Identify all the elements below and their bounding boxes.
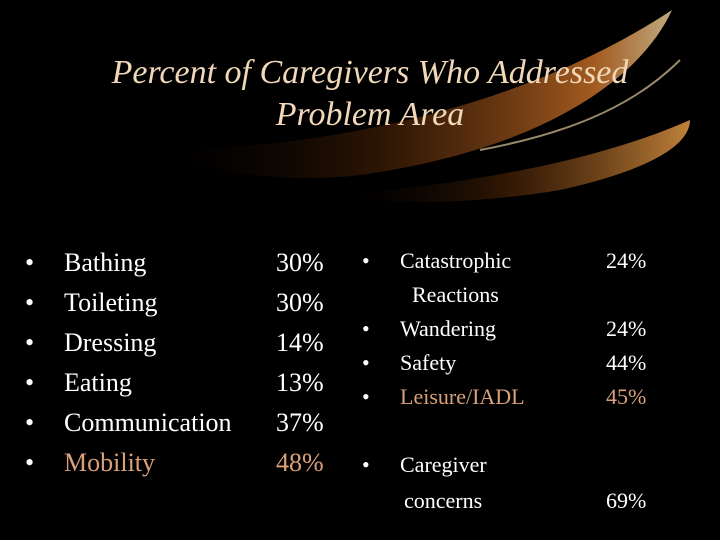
list-item-label: Wandering xyxy=(400,316,496,341)
bullet-icon: • xyxy=(362,248,370,273)
list-item-label: Communication xyxy=(64,408,232,437)
list-item-label: Eating xyxy=(64,368,132,397)
list-item-value: 69% xyxy=(606,488,647,513)
list-item-label: Dressing xyxy=(64,328,157,357)
bullet-icon: • xyxy=(25,448,35,477)
title-line-1: Percent of Caregivers Who Addressed xyxy=(111,54,629,91)
list-item-label: Caregiver xyxy=(400,452,487,477)
bullet-icon: • xyxy=(362,350,370,375)
list-item-value: 24% xyxy=(606,248,647,273)
list-item-value: 14% xyxy=(276,328,324,357)
bullet-icon: • xyxy=(25,288,35,317)
list-item-value: 13% xyxy=(276,368,324,397)
list-item-label-continued: concerns xyxy=(404,488,483,513)
list-item-label: Bathing xyxy=(64,248,147,277)
list-item-label: Leisure/IADL xyxy=(400,384,525,409)
bullet-icon: • xyxy=(25,328,35,357)
bullet-icon: • xyxy=(25,248,35,277)
list-item-label: Catastrophic xyxy=(400,248,512,273)
title-line-2: Problem Area xyxy=(275,96,465,133)
list-item-value: 30% xyxy=(276,248,324,277)
list-item-value: 24% xyxy=(606,316,647,341)
slide-title: Percent of Caregivers Who Addressed Prob… xyxy=(60,52,680,136)
bullet-icon: • xyxy=(25,368,35,397)
list-item-value: 37% xyxy=(276,408,324,437)
bullet-icon: • xyxy=(362,452,370,477)
list-item-label-continued: Reactions xyxy=(412,282,499,307)
bullet-icon: • xyxy=(362,384,370,409)
list-item-label: Mobility xyxy=(64,448,156,477)
list-item-label: Toileting xyxy=(64,288,158,317)
bullet-icon: • xyxy=(25,408,35,437)
list-item-value: 48% xyxy=(276,448,324,477)
list-item-value: 44% xyxy=(606,350,647,375)
bullet-icon: • xyxy=(362,316,370,341)
list-item-value: 45% xyxy=(606,384,647,409)
list-item-value: 30% xyxy=(276,288,324,317)
list-item-label: Safety xyxy=(400,350,457,375)
